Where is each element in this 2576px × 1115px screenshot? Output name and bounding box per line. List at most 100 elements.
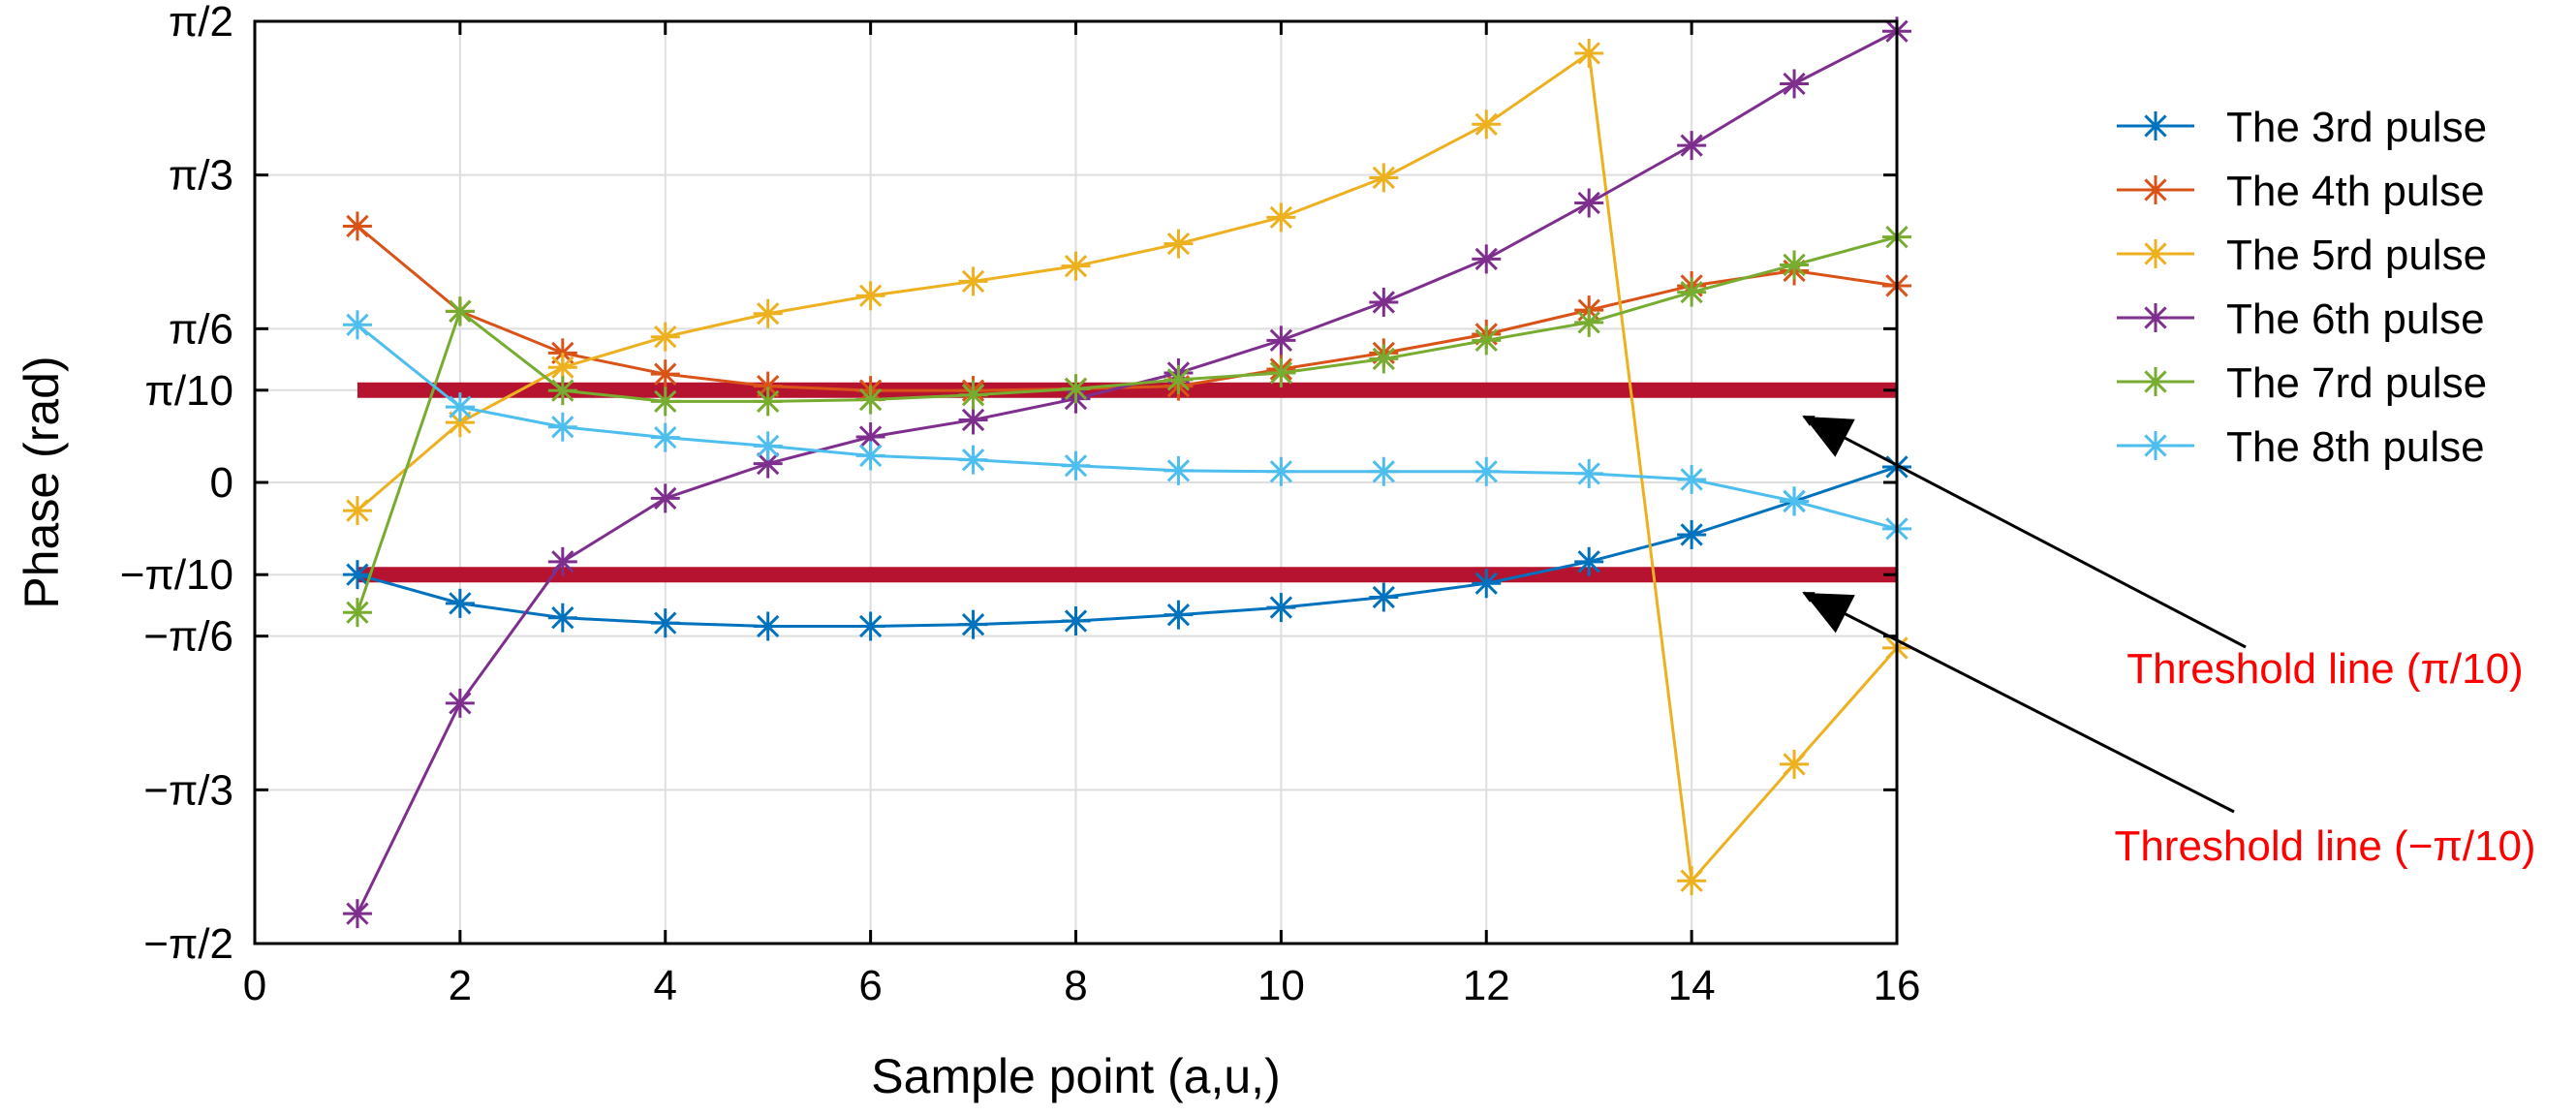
annotation-label: Threshold line (−π/10): [2114, 822, 2535, 870]
data-point: [1574, 458, 1604, 488]
y-tick-label: π/6: [169, 305, 233, 353]
annotation-arrowhead: [1804, 417, 1855, 457]
legend-item: The 3rd pulse: [2117, 104, 2487, 151]
y-axis-title: Phase (rad): [15, 356, 69, 608]
data-point: [753, 611, 783, 641]
legend-label: The 5rd pulse: [2226, 232, 2487, 279]
series-group: [342, 16, 1911, 929]
data-point: [958, 266, 988, 296]
legend-label: The 4th pulse: [2226, 168, 2485, 215]
data-point: [753, 387, 783, 417]
data-point: [1472, 569, 1502, 599]
data-point: [650, 422, 680, 452]
annotation-arrowhead: [1804, 593, 1855, 634]
data-point: [1369, 582, 1399, 612]
data-point: [1780, 486, 1810, 516]
x-tick-label: 2: [449, 962, 472, 1009]
annotations: Threshold line (π/10) Threshold line (−π/…: [1802, 415, 2536, 870]
data-point: [855, 611, 885, 641]
data-point: [1574, 38, 1604, 68]
data-point: [445, 296, 475, 326]
legend-marker: [2141, 175, 2170, 204]
x-axis-title: Sample point (a,u,): [871, 1049, 1280, 1103]
data-point: [958, 445, 988, 475]
y-tick-label: 0: [210, 459, 233, 507]
data-point: [445, 688, 475, 718]
series-line: [356, 50, 1899, 884]
data-point: [1369, 287, 1399, 317]
data-point: [1164, 364, 1194, 394]
data-point: [547, 546, 577, 576]
x-tick-label: 8: [1064, 962, 1087, 1009]
data-point: [445, 392, 475, 422]
data-point: [1266, 456, 1296, 486]
data-point: [1061, 374, 1091, 404]
data-point: [958, 405, 988, 435]
legend-marker: [2141, 111, 2170, 140]
data-point: [1266, 325, 1296, 356]
legend-label: The 7rd pulse: [2226, 359, 2487, 407]
data-point: [1061, 251, 1091, 281]
data-point: [1164, 600, 1194, 630]
x-tick-label: 14: [1668, 962, 1716, 1009]
data-point: [342, 496, 372, 526]
data-point: [1677, 866, 1707, 896]
legend-marker: [2141, 431, 2170, 460]
data-point: [342, 310, 372, 340]
data-point: [855, 281, 885, 311]
data-point: [958, 380, 988, 410]
data-point: [958, 609, 988, 639]
data-point: [342, 899, 372, 929]
data-point: [855, 441, 885, 471]
data-point: [1472, 456, 1502, 486]
legend: The 3rd pulse The 4th pulse The 5rd pulse T…: [2117, 104, 2487, 471]
data-point: [753, 431, 783, 461]
threshold-annotation: Threshold line (π/10): [1802, 415, 2524, 693]
data-point: [1472, 325, 1502, 356]
threshold-annotation: Threshold line (−π/10): [1802, 591, 2536, 870]
series-line: [357, 465, 1898, 628]
legend-item: The 6th pulse: [2117, 295, 2485, 343]
x-tick-label: 4: [654, 962, 677, 1009]
data-point: [1266, 593, 1296, 623]
data-point: [753, 298, 783, 328]
data-point: [1574, 307, 1604, 337]
annotation-arrow: [1802, 591, 2235, 814]
legend-marker: [2141, 303, 2170, 332]
y-tick-label: −π/10: [120, 551, 233, 599]
series-line: [356, 324, 1898, 531]
legend-item: The 5rd pulse: [2117, 232, 2487, 279]
y-tick-label: π/3: [169, 152, 233, 200]
legend-item: The 4th pulse: [2117, 168, 2485, 215]
data-point: [650, 608, 680, 638]
data-point: [1780, 250, 1810, 280]
data-point: [1574, 546, 1604, 576]
data-point: [547, 603, 577, 633]
data-point: [650, 322, 680, 352]
data-point: [1369, 344, 1399, 374]
data-point: [1061, 450, 1091, 480]
data-point: [855, 385, 885, 415]
y-tick-label: −π/3: [143, 766, 233, 814]
data-point: [342, 560, 372, 590]
data-point: [342, 598, 372, 628]
series-4: [342, 16, 1911, 929]
series-2: [342, 211, 1911, 406]
legend-item: The 8th pulse: [2117, 423, 2485, 471]
data-point: [547, 376, 577, 406]
threshold-lines: [357, 382, 1897, 583]
data-point: [1164, 229, 1194, 259]
annotation-arrow: [1802, 415, 2247, 649]
legend-item: The 7rd pulse: [2117, 359, 2487, 407]
data-point: [1780, 69, 1810, 99]
series-line: [356, 225, 1898, 392]
data-point: [445, 588, 475, 618]
legend-label: The 6th pulse: [2226, 295, 2485, 343]
data-point: [1266, 357, 1296, 387]
series-line: [356, 235, 1898, 613]
data-point: [547, 412, 577, 442]
data-point: [1677, 277, 1707, 307]
data-point: [1472, 244, 1502, 274]
